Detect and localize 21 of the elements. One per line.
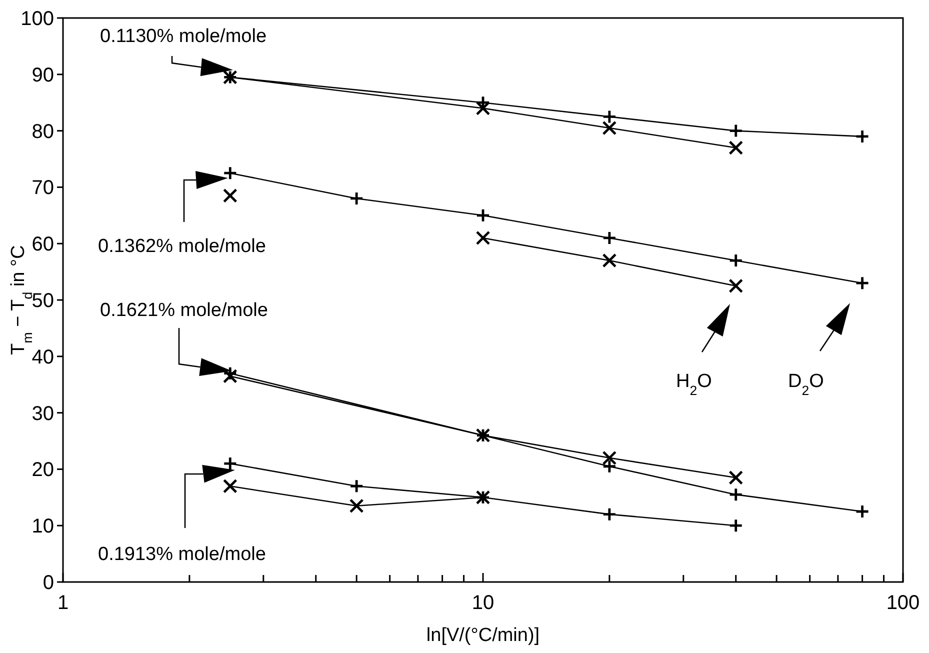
y-tick-label: 20 xyxy=(32,459,54,482)
y-tick-label: 10 xyxy=(32,516,54,538)
y-tick-label: 100 xyxy=(20,8,54,30)
y-tick-label: 50 xyxy=(32,290,54,312)
annotation: 0.1362% mole/mole xyxy=(98,236,266,257)
x-tick-label: 10 xyxy=(472,592,494,614)
annotation: 0.1621% mole/mole xyxy=(100,300,268,321)
y-tick-label: 90 xyxy=(32,64,54,86)
x-tick-label: 100 xyxy=(886,592,920,614)
annotation: D$_{2}$O xyxy=(788,371,824,398)
annotation: H$_{2}$O xyxy=(676,371,712,398)
y-tick-label: 40 xyxy=(32,346,54,368)
y-tick-label: 0 xyxy=(42,572,54,594)
annotation: 0.1913% mole/mole xyxy=(98,544,266,565)
y-tick-label: 30 xyxy=(32,402,54,425)
x-tick-label: 1 xyxy=(57,592,69,614)
y-tick-label: 70 xyxy=(32,177,54,200)
annotation: 0.1130% mole/mole xyxy=(100,26,267,47)
y-tick-label: 80 xyxy=(32,120,54,143)
y-tick-label: 60 xyxy=(32,234,54,256)
x-axis-title: ln[V/(°C/min)] xyxy=(426,625,540,646)
